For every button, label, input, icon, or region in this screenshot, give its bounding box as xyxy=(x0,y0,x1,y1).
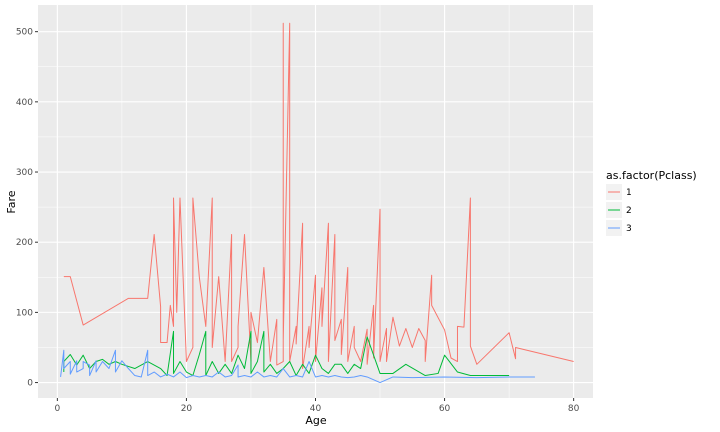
y-axis: 0 100 200 300 400 500 xyxy=(16,28,38,389)
legend: as.factor(Pclass) 1 2 3 xyxy=(606,169,697,236)
x-axis-title: Age xyxy=(305,414,327,427)
y-tick-label: 300 xyxy=(16,168,33,178)
y-tick-label: 200 xyxy=(16,238,33,248)
x-tick-label: 0 xyxy=(54,404,60,414)
y-tick-label: 100 xyxy=(16,308,33,318)
major-gridlines xyxy=(38,5,593,398)
y-tick-label: 400 xyxy=(16,98,33,108)
series-line-3 xyxy=(60,349,535,384)
y-tick-label: 500 xyxy=(16,28,33,38)
y-axis-title: Fare xyxy=(5,190,18,213)
x-tick-label: 80 xyxy=(568,404,580,414)
series-line-1 xyxy=(63,22,574,370)
series-layer xyxy=(60,22,574,384)
legend-items: 1 2 3 xyxy=(606,184,632,236)
x-axis: 0 20 40 60 80 xyxy=(54,398,580,414)
x-tick-label: 40 xyxy=(310,404,322,414)
series-line-2 xyxy=(63,330,510,377)
legend-title: as.factor(Pclass) xyxy=(606,169,697,182)
legend-label-1: 1 xyxy=(626,188,632,198)
x-tick-label: 20 xyxy=(181,404,193,414)
x-tick-label: 60 xyxy=(439,404,451,414)
legend-label-3: 3 xyxy=(626,224,632,234)
y-tick-label: 0 xyxy=(27,379,33,389)
legend-label-2: 2 xyxy=(626,206,632,216)
